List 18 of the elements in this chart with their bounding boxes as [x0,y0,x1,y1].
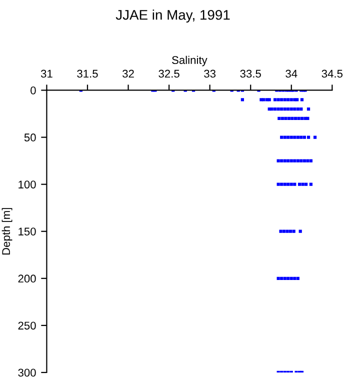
x-tick-label: 33.5 [240,70,261,78]
y-tick-label: 50 [24,134,36,142]
x-tick-label: 33 [204,70,216,78]
y-tick-label: 0 [30,86,36,94]
x-tick-label: 31 [40,70,52,78]
chart-title: JJAE in May, 1991 [116,10,230,23]
x-tick-label: 32.5 [158,70,180,78]
x-tick-label: 34.5 [322,70,343,78]
x-tick-label: 34 [286,70,298,78]
y-tick-label: 200 [18,274,36,283]
y-tick-label: 250 [18,322,36,330]
x-axis-title: Salinity [172,56,208,66]
x-tick-label: 31.5 [77,70,98,78]
y-tick-label: 100 [18,180,36,188]
y-tick-label: 300 [18,368,36,377]
y-tick-label: 150 [18,228,36,236]
y-axis-title: Depth [m] [2,208,12,255]
x-tick-label: 32 [122,70,134,78]
